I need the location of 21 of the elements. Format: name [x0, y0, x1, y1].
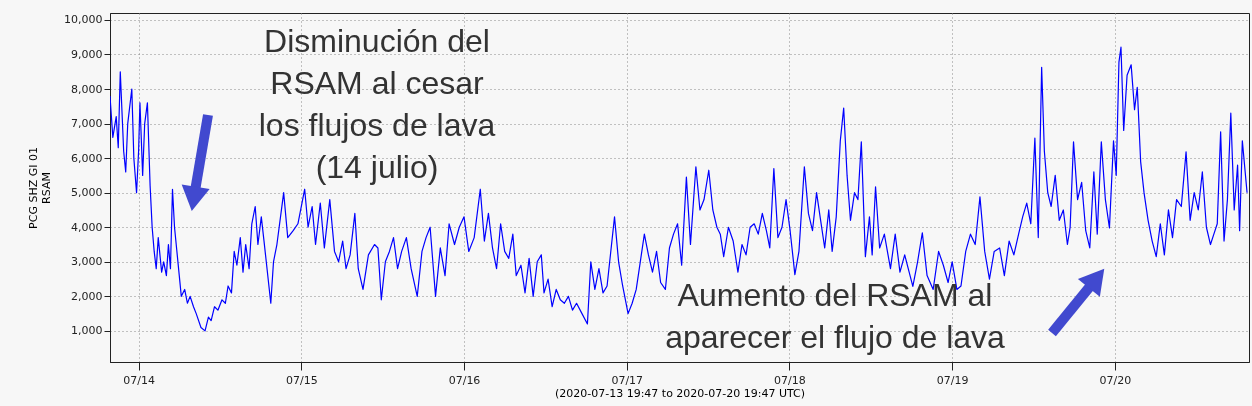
x-tick-label: 07/16: [448, 373, 481, 387]
y-tick-label: 8,000: [71, 82, 103, 96]
y-tick-label: 2,000: [71, 289, 103, 303]
x-axis-title: (2020-07-13 19:47 to 2020-07-20 19:47 UTC): [554, 386, 806, 400]
x-tick-label: 07/18: [774, 373, 806, 387]
annotation: Disminución del RSAM al cesar los flujos de lava (14 julio): [258, 23, 496, 185]
x-tick-label: 07/14: [123, 373, 155, 387]
y-tick-label: 3,000: [71, 255, 103, 269]
y-tick-label: 9,000: [71, 47, 103, 61]
y-axis-title: PCG SHZ GI 01 RSAM: [27, 147, 54, 229]
y-tick-label: 1,000: [71, 324, 103, 338]
annotation: Aumento del RSAM al aparecer el flujo de lava: [665, 277, 1006, 355]
y-tick-label: 10,000: [64, 13, 103, 27]
y-tick-label: 6,000: [71, 151, 103, 165]
y-tick-label: 4,000: [71, 220, 103, 234]
y-tick-label: 7,000: [71, 117, 103, 131]
x-tick-label: 07/15: [285, 373, 318, 387]
y-tick-label: 5,000: [71, 186, 103, 200]
x-tick-label: 07/19: [936, 373, 969, 387]
x-tick-label: 07/20: [1099, 373, 1132, 387]
x-tick-label: 07/17: [611, 373, 644, 387]
